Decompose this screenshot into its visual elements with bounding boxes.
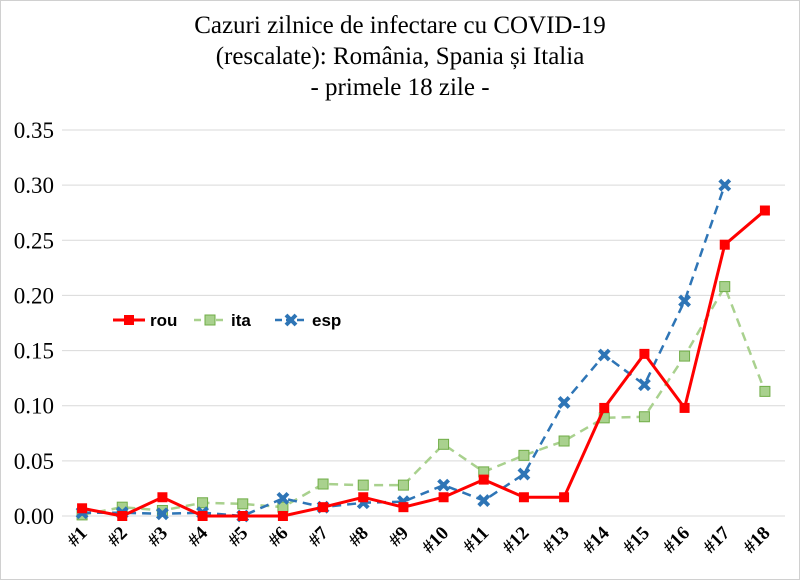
- data-point-rou: [559, 492, 570, 503]
- title-line-3: - primele 18 zile -: [310, 74, 490, 101]
- y-tick-label: 0.05: [14, 449, 54, 474]
- data-point-rou: [759, 205, 770, 216]
- data-point-rou: [398, 502, 409, 513]
- data-point-rou: [197, 511, 208, 521]
- y-tick-label: 0.00: [14, 504, 54, 529]
- title-line-2: (rescalate): România, Spania și Italia: [215, 43, 585, 70]
- data-point-rou: [318, 502, 329, 513]
- legend-label-rou: rou: [150, 311, 177, 330]
- data-point-esp-center: [561, 399, 568, 406]
- x-tick-label: #15: [619, 523, 654, 558]
- legend-marker-ita: [204, 314, 216, 326]
- data-point-rou: [277, 511, 288, 521]
- x-tick-label: #2: [104, 523, 132, 551]
- data-point-ita: [759, 385, 771, 397]
- y-tick-label: 0.20: [14, 283, 54, 308]
- title-line-1: Cazuri zilnice de infectare cu COVID-19: [194, 12, 606, 39]
- y-tick-label: 0.30: [14, 173, 54, 198]
- y-tick-label: 0.15: [14, 339, 54, 364]
- data-point-esp-center: [601, 351, 608, 358]
- data-point-ita: [438, 438, 450, 450]
- data-point-esp-center: [159, 510, 166, 517]
- data-point-ita: [719, 281, 731, 293]
- data-point-esp-center: [681, 297, 688, 304]
- data-point-esp-center: [440, 482, 447, 489]
- series-line-ita: [81, 283, 767, 517]
- legend-marker-rou: [124, 315, 134, 325]
- data-point-esp-center: [360, 499, 367, 506]
- x-tick-label: #16: [659, 523, 694, 558]
- legend-label-esp: esp: [312, 311, 341, 330]
- x-tick-label: #7: [304, 522, 333, 551]
- data-point-esp-center: [520, 471, 527, 478]
- data-point-rou: [599, 402, 610, 413]
- data-point-ita: [558, 435, 570, 447]
- x-tick-label: #12: [498, 523, 533, 558]
- legend-marker-esp-center: [288, 317, 294, 323]
- data-point-esp-center: [400, 498, 407, 505]
- data-point-ita: [397, 479, 409, 491]
- data-point-ita: [197, 497, 209, 509]
- data-point-esp-center: [480, 497, 487, 504]
- data-point-rou: [438, 492, 449, 503]
- data-point-ita: [237, 498, 249, 510]
- x-tick-label: #18: [739, 523, 774, 558]
- data-point-rou: [117, 511, 128, 521]
- data-point-esp-center: [279, 495, 286, 502]
- data-point-rou: [639, 348, 650, 359]
- data-point-rou: [237, 511, 248, 521]
- data-point-ita: [317, 478, 329, 490]
- x-tick-label: #3: [144, 523, 172, 551]
- x-tick-label: #13: [539, 523, 574, 558]
- chart-title: Cazuri zilnice de infectare cu COVID-19 …: [0, 10, 800, 103]
- y-tick-label: 0.35: [14, 118, 54, 143]
- x-tick-label: #10: [418, 523, 453, 558]
- legend-label-ita: ita: [231, 311, 251, 330]
- data-point-ita: [679, 350, 691, 362]
- x-tick-label: #8: [345, 523, 373, 551]
- x-tick-label: #17: [699, 522, 734, 557]
- x-tick-label: #1: [63, 523, 91, 551]
- data-point-ita: [518, 449, 530, 461]
- data-point-rou: [518, 492, 529, 503]
- series-line-esp: [82, 184, 726, 518]
- data-point-rou: [679, 402, 690, 413]
- x-tick-label: #14: [579, 522, 614, 557]
- data-point-rou: [719, 239, 730, 250]
- y-tick-label: 0.25: [14, 228, 54, 253]
- x-tick-label: #5: [224, 523, 252, 551]
- y-tick-label: 0.10: [14, 394, 54, 419]
- x-tick-label: #11: [459, 523, 493, 557]
- data-point-rou: [77, 503, 88, 514]
- data-point-rou: [358, 492, 369, 503]
- x-tick-label: #9: [385, 523, 413, 551]
- series-line-rou: [81, 209, 766, 518]
- data-point-rou: [157, 492, 168, 503]
- data-point-esp-center: [641, 381, 648, 388]
- data-point-ita: [357, 479, 369, 491]
- data-point-rou: [478, 474, 489, 485]
- x-tick-label: #6: [264, 523, 292, 551]
- x-tick-label: #4: [184, 522, 213, 551]
- data-point-esp-center: [721, 182, 728, 189]
- data-point-ita: [638, 411, 650, 423]
